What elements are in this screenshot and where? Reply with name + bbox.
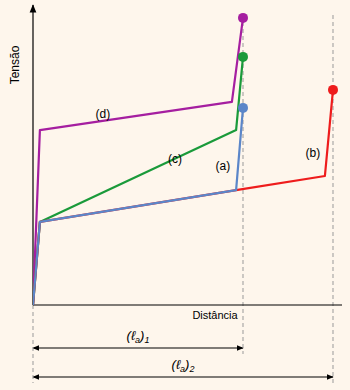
x-axis-label: Distância [192, 309, 238, 321]
dimension-line [33, 348, 243, 349]
dimension-label: (ℓa)1 [127, 328, 150, 345]
reference-line [33, 305, 34, 383]
end-point [238, 103, 248, 113]
end-point [328, 85, 338, 95]
series-line [33, 18, 243, 305]
dimension-label-part: 2 [188, 364, 194, 374]
curve-label: (d) [96, 107, 111, 121]
curve-label: (c) [168, 152, 182, 166]
curve-label: (a) [216, 159, 231, 173]
curve-label: (b) [306, 146, 321, 160]
series-line [33, 108, 243, 305]
x-axis [33, 304, 342, 305]
dimension-label-part: 1 [144, 335, 149, 345]
chart: (ℓa)1 (ℓa)2 Tensão Distância (a) (b) (c) (d) [0, 0, 350, 390]
plot-area [33, 13, 338, 305]
dimension-line [33, 377, 333, 378]
y-axis [32, 5, 33, 305]
reference-line [333, 15, 334, 383]
series-line [33, 57, 243, 305]
end-point [238, 52, 248, 62]
end-point [238, 13, 248, 23]
y-axis-label: Tensão [8, 45, 22, 84]
dimension-label: (ℓa)2 [172, 357, 195, 374]
series-line [33, 90, 333, 305]
